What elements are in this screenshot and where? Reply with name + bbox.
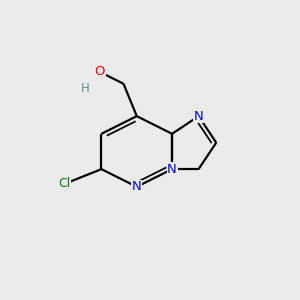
Text: N: N xyxy=(167,163,177,176)
Text: O: O xyxy=(95,65,105,79)
Text: H: H xyxy=(81,82,90,95)
Text: Cl: Cl xyxy=(58,177,71,190)
Text: N: N xyxy=(132,180,142,193)
Text: N: N xyxy=(194,110,203,123)
